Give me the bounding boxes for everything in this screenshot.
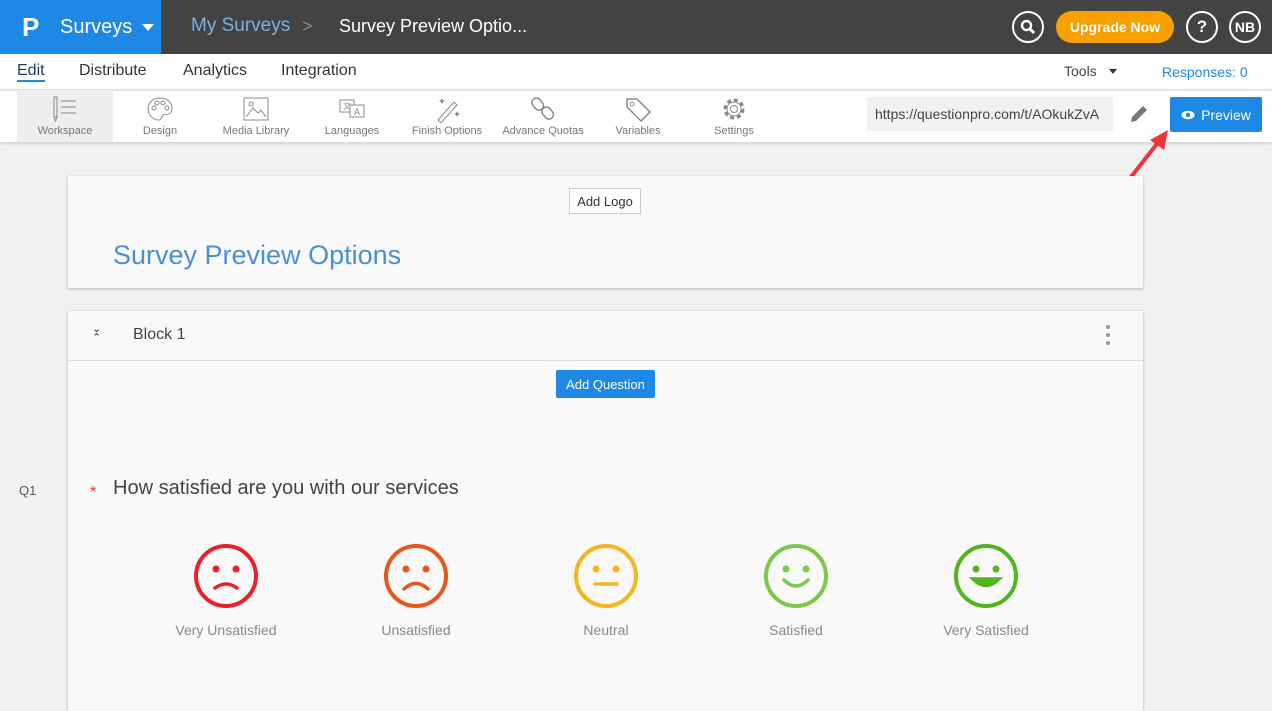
add-logo-button[interactable]: Add Logo	[569, 188, 641, 214]
caret-down-icon	[142, 23, 155, 31]
tools-dropdown[interactable]: Tools	[1064, 63, 1117, 79]
toolbar-label: Workspace	[37, 125, 93, 137]
toolbar-label: Languages	[324, 125, 380, 137]
survey-title[interactable]: Survey Preview Options	[113, 240, 402, 270]
toolbar-media-library[interactable]: Media Library	[208, 91, 304, 142]
avatar[interactable]: NB	[1229, 11, 1261, 43]
search-icon	[1020, 19, 1036, 35]
toolbar-design[interactable]: Design	[112, 91, 208, 142]
translate-icon: A文	[339, 99, 365, 118]
svg-text:文: 文	[343, 101, 351, 111]
questionpro-logo: P	[22, 11, 40, 42]
toolbar-label: Advance Quotas	[502, 125, 584, 137]
image-icon	[243, 97, 269, 121]
happy-face-icon	[764, 544, 828, 608]
app-switcher[interactable]: P Surveys	[0, 0, 161, 54]
very-sad-face-icon	[194, 544, 258, 608]
link-icon	[531, 97, 555, 120]
rating-option-label: Neutral	[583, 622, 629, 638]
rating-option[interactable]: Very Unsatisfied	[156, 541, 296, 638]
tab-edit[interactable]: Edit	[17, 62, 45, 82]
tag-icon	[626, 98, 652, 123]
toolbar-workspace[interactable]: Workspace	[17, 91, 113, 142]
secondary-nav: Edit Distribute Analytics Integration To…	[0, 54, 1272, 90]
svg-text:A: A	[354, 107, 360, 117]
block-header: ⌄ ⌃ Block 1	[68, 311, 1143, 361]
add-question-button[interactable]: Add Question	[556, 370, 655, 398]
rating-option[interactable]: Very Satisfied	[916, 541, 1056, 638]
toolbar-label: Variables	[615, 125, 661, 137]
rating-option-label: Very Unsatisfied	[175, 622, 277, 638]
app-name: Surveys	[60, 15, 133, 38]
responses-link[interactable]: Responses: 0	[1162, 64, 1248, 80]
preview-label: Preview	[1201, 106, 1251, 123]
tab-analytics[interactable]: Analytics	[183, 62, 248, 79]
rating-option-label: Very Satisfied	[943, 622, 1029, 638]
more-options-icon[interactable]	[1106, 325, 1112, 349]
rating-option-label: Satisfied	[769, 622, 823, 638]
rating-option[interactable]: Unsatisfied	[346, 541, 486, 638]
upgrade-now-button[interactable]: Upgrade Now	[1056, 11, 1174, 43]
gear-icon	[723, 98, 745, 120]
top-bar: P Surveys My Surveys > Survey Preview Op…	[0, 0, 1272, 54]
tab-integration[interactable]: Integration	[281, 62, 357, 79]
neutral-face-icon	[574, 544, 638, 608]
survey-header-card: Add Logo Survey Preview Options	[68, 176, 1143, 288]
survey-url-field[interactable]: https://questionpro.com/t/AOkukZvA	[867, 97, 1113, 131]
question-number: Q1	[19, 483, 37, 498]
caret-down-icon	[1108, 68, 1117, 74]
breadcrumb-current-survey: Survey Preview Optio...	[339, 16, 528, 36]
toolbar-variables[interactable]: Variables	[590, 91, 686, 142]
very-happy-face-icon	[954, 544, 1018, 608]
question-text[interactable]: How satisfied are you with our services	[113, 477, 459, 499]
sad-face-icon	[384, 544, 448, 608]
help-button[interactable]: ?	[1186, 11, 1218, 43]
toolbar-advance-quotas[interactable]: Advance Quotas	[495, 91, 591, 142]
eye-icon	[1181, 110, 1195, 119]
tab-distribute[interactable]: Distribute	[79, 62, 147, 79]
preview-button[interactable]: Preview	[1170, 97, 1262, 132]
rating-option-label: Unsatisfied	[381, 622, 451, 638]
breadcrumb-my-surveys[interactable]: My Surveys	[191, 15, 291, 36]
toolbar-label: Settings	[714, 125, 754, 137]
palette-icon	[147, 97, 173, 121]
collapse-icon[interactable]: ⌄ ⌃	[92, 323, 102, 344]
search-button[interactable]	[1012, 11, 1044, 43]
toolbar-label: Finish Options	[411, 125, 483, 137]
toolbar-label: Design	[142, 125, 178, 137]
chevron-right-icon: >	[302, 16, 313, 36]
block-card: ⌄ ⌃ Block 1 Add Question * How satisfied …	[68, 311, 1143, 711]
toolbar-settings[interactable]: Settings	[686, 91, 782, 142]
toolbar-finish-options[interactable]: Finish Options	[399, 91, 495, 142]
magic-wand-icon	[437, 98, 460, 124]
block-title: Block 1	[133, 326, 186, 343]
rating-option[interactable]: Neutral	[536, 541, 676, 638]
required-asterisk: *	[90, 484, 97, 501]
edit-pencil-icon[interactable]	[1128, 103, 1150, 125]
rating-option[interactable]: Satisfied	[726, 541, 866, 638]
tools-label: Tools	[1064, 63, 1097, 79]
toolbar-label: Media Library	[222, 125, 290, 137]
workspace-icon	[53, 96, 76, 123]
